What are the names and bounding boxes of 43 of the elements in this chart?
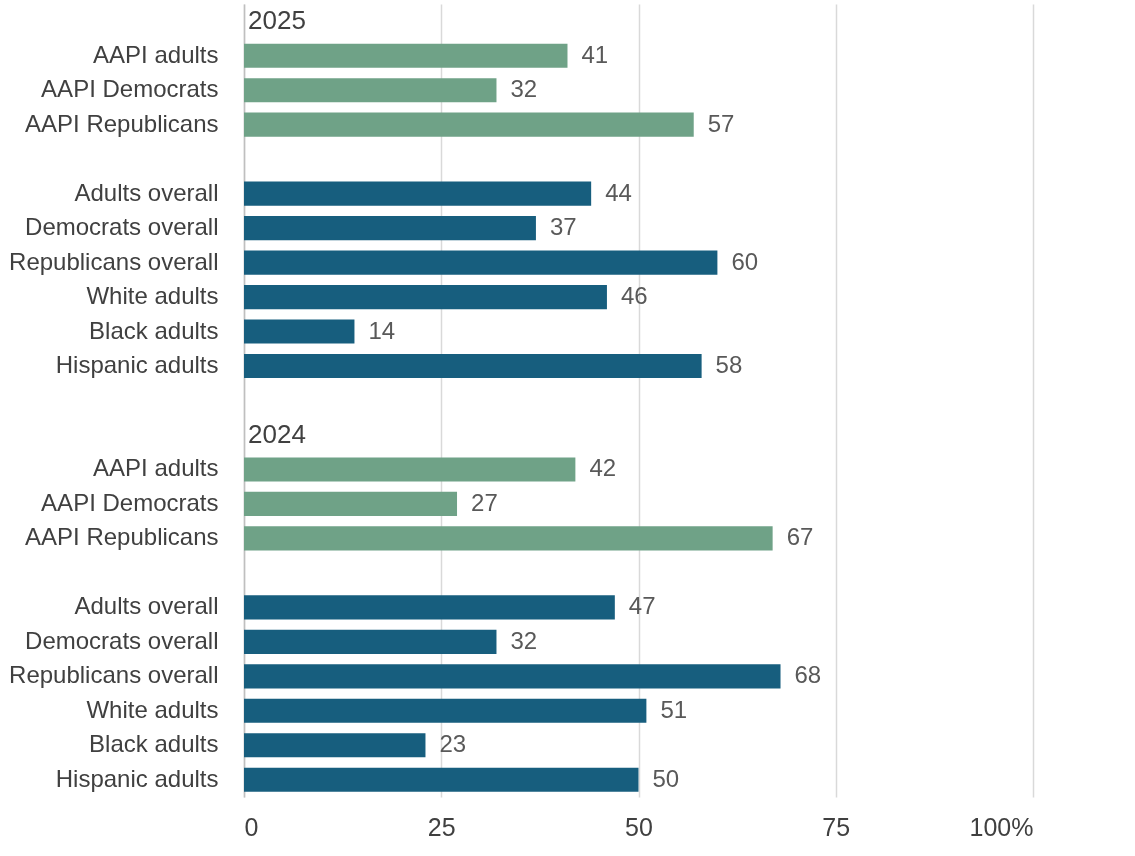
y-tick-label: Republicans overall bbox=[9, 661, 219, 689]
y-tick-label: AAPI Democrats bbox=[41, 75, 219, 103]
data-label: 23 bbox=[439, 730, 467, 758]
data-label: 32 bbox=[510, 75, 538, 103]
y-tick-label: AAPI Democrats bbox=[41, 488, 219, 516]
x-tick-label: 0 bbox=[244, 812, 259, 841]
y-tick-label: Adults overall bbox=[74, 178, 219, 206]
y-tick-label: Black adults bbox=[89, 316, 219, 344]
data-label: 60 bbox=[731, 247, 759, 275]
y-tick-label: White adults bbox=[86, 695, 219, 723]
data-label: 50 bbox=[652, 764, 680, 792]
data-label: 58 bbox=[715, 351, 743, 379]
y-tick-label: Democrats overall bbox=[25, 213, 219, 241]
annotation: 2024 bbox=[248, 418, 306, 449]
data-label: 51 bbox=[660, 695, 688, 723]
y-tick-label: Black adults bbox=[89, 730, 219, 758]
x-tick-label: 100% bbox=[969, 812, 1034, 841]
y-tick-label: White adults bbox=[86, 282, 219, 310]
data-label: 42 bbox=[589, 454, 617, 482]
y-tick-label: Democrats overall bbox=[25, 626, 219, 654]
data-label: 14 bbox=[368, 316, 396, 344]
y-tick-label: Adults overall bbox=[74, 592, 219, 620]
x-tick-label: 75 bbox=[822, 812, 851, 841]
data-label: 47 bbox=[628, 592, 656, 620]
data-label: 32 bbox=[510, 626, 538, 654]
data-label: 68 bbox=[794, 661, 822, 689]
data-label: 67 bbox=[786, 523, 814, 551]
y-tick-label: Republicans overall bbox=[9, 247, 219, 275]
annotation: 2025 bbox=[248, 5, 306, 36]
x-tick-label: 50 bbox=[625, 812, 653, 841]
y-tick-label: AAPI Republicans bbox=[25, 109, 219, 137]
data-label: 44 bbox=[605, 178, 632, 206]
data-label: 27 bbox=[471, 488, 498, 516]
y-tick-label: AAPI Republicans bbox=[25, 523, 219, 551]
data-label: 37 bbox=[549, 213, 577, 241]
data-label: 57 bbox=[707, 109, 735, 137]
y-tick-label: AAPI adults bbox=[93, 454, 219, 482]
data-label: 46 bbox=[620, 282, 648, 310]
x-tick-label: 25 bbox=[427, 812, 456, 841]
data-label: 41 bbox=[581, 40, 609, 68]
y-tick-label: AAPI adults bbox=[93, 40, 219, 68]
y-tick-label: Hispanic adults bbox=[55, 764, 219, 792]
y-tick-label: Hispanic adults bbox=[55, 351, 219, 379]
